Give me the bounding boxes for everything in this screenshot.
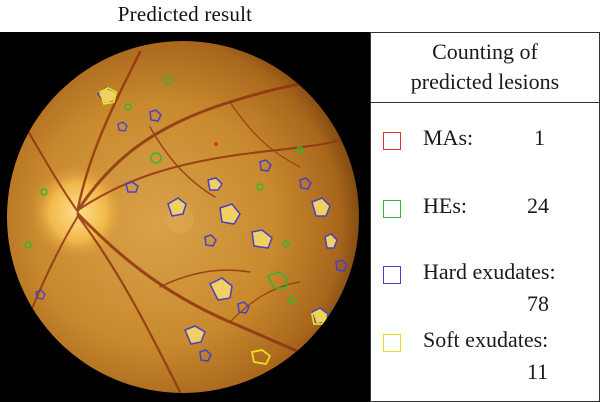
soft-exudates-color-swatch bbox=[383, 334, 401, 352]
legend-row-mas: MAs: 1 bbox=[371, 121, 599, 181]
blood-vessels bbox=[9, 50, 359, 393]
legend-title-line2: predicted lesions bbox=[410, 69, 560, 94]
hard-exudates-label: Hard exudates: bbox=[423, 259, 556, 284]
legend-row-hard-exudates: Hard exudates: 78 bbox=[371, 255, 599, 316]
fundus-image-panel bbox=[0, 32, 370, 402]
legend-row-hes: HEs: 24 bbox=[371, 189, 599, 249]
legend-title-line1: Counting of bbox=[432, 39, 538, 64]
microaneurysm-markers bbox=[214, 142, 218, 146]
mas-color-swatch bbox=[383, 132, 401, 150]
hard-exudates-count: 78 bbox=[527, 291, 549, 316]
retina-disc bbox=[7, 41, 359, 393]
hard-exudates-color-swatch bbox=[383, 266, 401, 284]
legend-row-soft-exudates: Soft exudates: 11 bbox=[371, 323, 599, 384]
legend-title: Counting of predicted lesions bbox=[371, 37, 599, 97]
legend-panel: Counting of predicted lesions MAs: 1 HEs… bbox=[370, 32, 600, 402]
mas-count: 1 bbox=[534, 125, 545, 150]
hes-count: 24 bbox=[527, 193, 549, 218]
soft-exudates-count: 11 bbox=[527, 359, 549, 384]
retina-content bbox=[9, 50, 359, 393]
hemorrhage-markers bbox=[24, 75, 304, 393]
hard-exudate-markers bbox=[35, 87, 348, 362]
hes-label: HEs: bbox=[423, 193, 467, 218]
mas-label: MAs: bbox=[423, 125, 474, 150]
figure-caption: Predicted result bbox=[117, 2, 253, 26]
hes-color-swatch bbox=[383, 200, 401, 218]
fundus-image bbox=[7, 41, 359, 393]
soft-exudates-label: Soft exudates: bbox=[423, 327, 549, 352]
legend-divider bbox=[371, 102, 599, 103]
